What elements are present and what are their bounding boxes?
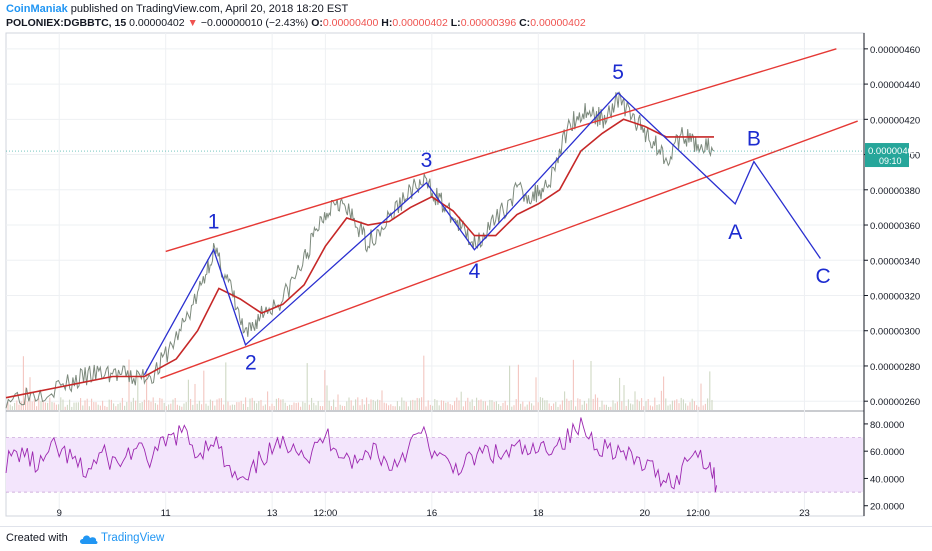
time-tick-label: 18 xyxy=(533,508,544,519)
wave-label-2: 2 xyxy=(245,351,257,374)
tradingview-cloud-icon xyxy=(80,535,98,544)
time-tick-label: 16 xyxy=(427,508,438,519)
drawing-overlay-layer: 1 2 3 4 5 A B C xyxy=(6,48,864,379)
price-change: −0.00000010 (−2.43%) xyxy=(200,17,309,29)
low-label: L: xyxy=(450,17,461,29)
volume-bars xyxy=(7,355,713,410)
wave-label-1: 1 xyxy=(208,211,220,234)
price-tick-label: 0.00000440 xyxy=(870,80,920,91)
time-tick-label: 20 xyxy=(639,508,650,519)
rsi-line xyxy=(5,417,718,493)
rsi-tick-label: 20.0000 xyxy=(870,502,904,513)
open-value: 0.00000400 xyxy=(322,17,379,29)
time-tick-label: 11 xyxy=(161,508,171,519)
price-tick-label: 0.00000340 xyxy=(870,256,920,267)
wave-label-a: A xyxy=(728,221,742,244)
elliott-wave-path[interactable] xyxy=(143,91,821,376)
price-tick-label: 0.00000420 xyxy=(870,115,920,126)
price-tick-label: 0.00000380 xyxy=(870,186,920,197)
wave-label-5: 5 xyxy=(612,61,624,84)
low-value: 0.00000396 xyxy=(460,17,517,29)
channel-lower-line[interactable] xyxy=(160,120,858,379)
last-price: 0.00000402 xyxy=(129,17,185,29)
axes-layer: 0.000004600.000004400.000004200.00000400… xyxy=(57,33,920,519)
wave-label-3: 3 xyxy=(421,149,433,172)
channel-upper-line[interactable] xyxy=(165,48,837,253)
price-line xyxy=(5,90,715,409)
wave-label-c: C xyxy=(815,265,830,288)
open-label: O: xyxy=(311,17,323,29)
symbol-name[interactable]: POLONIEX:DGBBTC, 15 xyxy=(6,17,127,29)
time-tick-label: 23 xyxy=(799,508,810,519)
current-price-label: 0.00000402 xyxy=(868,146,918,157)
high-label: H: xyxy=(381,17,393,29)
close-value: 0.00000402 xyxy=(530,17,586,29)
current-price-tag xyxy=(865,143,909,168)
time-tick-label: 13 xyxy=(267,508,278,519)
price-tick-label: 0.00000360 xyxy=(870,221,920,232)
footer-bar: Created with TradingView xyxy=(0,526,932,551)
price-tick-label: 0.00000260 xyxy=(870,397,920,408)
down-arrow-icon: ▼ xyxy=(187,17,198,29)
rsi-band xyxy=(6,437,863,493)
price-tick-label: 0.00000460 xyxy=(870,45,920,56)
published-text: published on TradingView.com, April 20, … xyxy=(70,3,349,15)
author-link[interactable]: CoinManiak xyxy=(6,3,68,15)
time-tick-label: 12:00 xyxy=(313,508,337,519)
close-label: C: xyxy=(519,17,531,29)
time-tick-label: 9 xyxy=(57,508,62,519)
countdown-label: 09:10 xyxy=(879,156,902,166)
wave-label-4: 4 xyxy=(469,260,481,283)
rsi-panel xyxy=(5,417,863,493)
time-tick-label: 12:00 xyxy=(686,508,710,519)
created-with-text: Created with xyxy=(6,532,68,544)
price-tick-label: 0.00000280 xyxy=(870,362,920,373)
rsi-tick-label: 60.0000 xyxy=(870,447,904,458)
publish-info: CoinManiak published on TradingView.com,… xyxy=(6,3,348,15)
high-value: 0.00000402 xyxy=(392,17,448,29)
brand-name[interactable]: TradingView xyxy=(101,532,165,544)
wave-label-b: B xyxy=(747,128,761,151)
moving-average-line xyxy=(5,118,714,399)
price-tick-label: 0.00000320 xyxy=(870,291,920,302)
price-tick-label: 0.00000300 xyxy=(870,327,920,338)
rsi-tick-label: 80.0000 xyxy=(870,420,904,431)
symbol-legend: POLONIEX:DGBBTC, 15 0.00000402 ▼ −0.0000… xyxy=(6,17,586,29)
price-series-layer xyxy=(5,90,715,409)
rsi-tick-label: 40.0000 xyxy=(870,474,904,485)
